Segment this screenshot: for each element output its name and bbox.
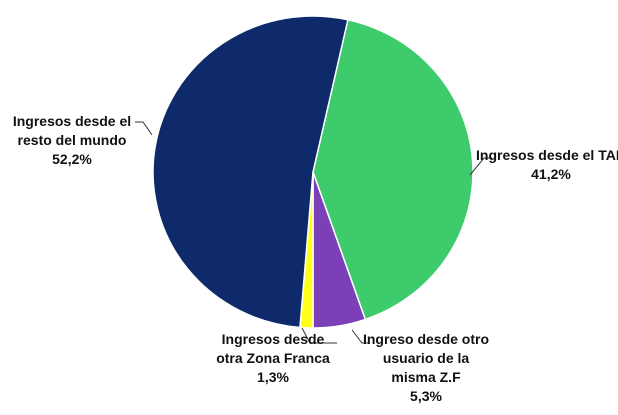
category-label: Ingreso desde otro usuario de la misma Z… — [362, 331, 490, 385]
leader-line — [301, 327, 337, 344]
value-label: 1,3% — [257, 369, 289, 385]
value-label: 5,3% — [410, 388, 442, 404]
leader-line — [469, 157, 492, 176]
category-label: Ingresos desde el resto del mundo — [12, 113, 132, 148]
slice-label: Ingresos desde el TAN 41,2% — [476, 146, 618, 184]
leader-line — [351, 329, 370, 344]
pie-slice — [312, 18, 474, 321]
category-label: Ingresos desde otra Zona Franca — [216, 331, 330, 366]
category-label: Ingresos desde el TAN — [476, 147, 618, 163]
slice-label: Ingreso desde otro usuario de la misma Z… — [361, 330, 491, 406]
value-label: 41,2% — [531, 166, 571, 182]
slice-label: Ingresos desde otra Zona Franca 1,3% — [208, 330, 338, 387]
pie-slice — [152, 15, 349, 329]
slice-label: Ingresos desde el resto del mundo 52,2% — [2, 112, 142, 169]
value-label: 52,2% — [52, 151, 92, 167]
leader-line — [135, 121, 153, 136]
